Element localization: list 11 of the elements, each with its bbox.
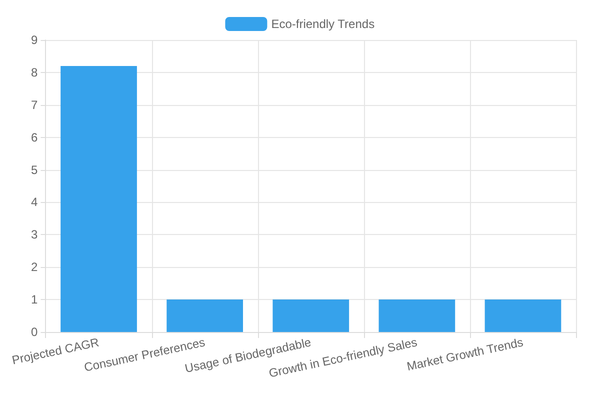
y-tick-label: 7	[31, 98, 38, 112]
y-tick-label: 4	[31, 195, 38, 210]
y-tick-label: 8	[31, 65, 38, 80]
y-tick-label: 0	[31, 325, 38, 339]
y-tick-label: 9	[31, 33, 38, 47]
y-tick-label: 1	[31, 292, 38, 307]
y-tick-label: 2	[31, 260, 38, 274]
legend-label: Eco-friendly Trends	[271, 17, 375, 31]
y-tick-label: 5	[31, 162, 38, 177]
y-tick-label: 3	[31, 228, 38, 242]
y-tick-label: 6	[31, 130, 38, 144]
